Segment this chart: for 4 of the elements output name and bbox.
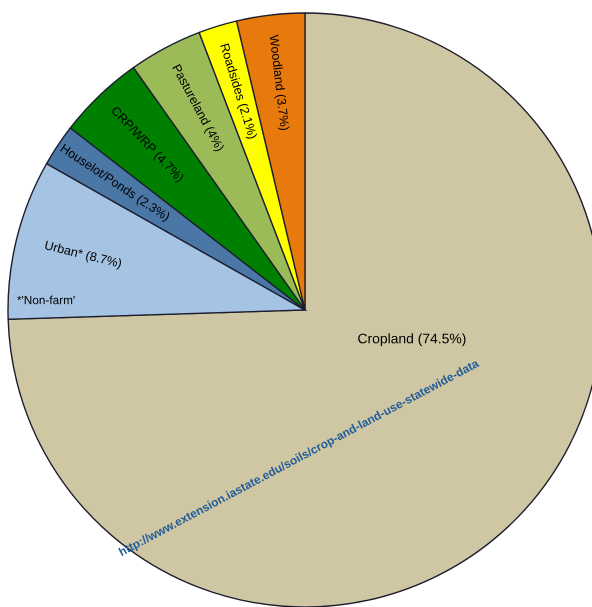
slice-label: Cropland (74.5%): [358, 333, 466, 346]
text: *'Non-farm': [17, 296, 75, 304]
slice-label: Urban* (8.7%): [44, 240, 122, 270]
slice-label: Woodland (3.7%): [267, 34, 290, 131]
